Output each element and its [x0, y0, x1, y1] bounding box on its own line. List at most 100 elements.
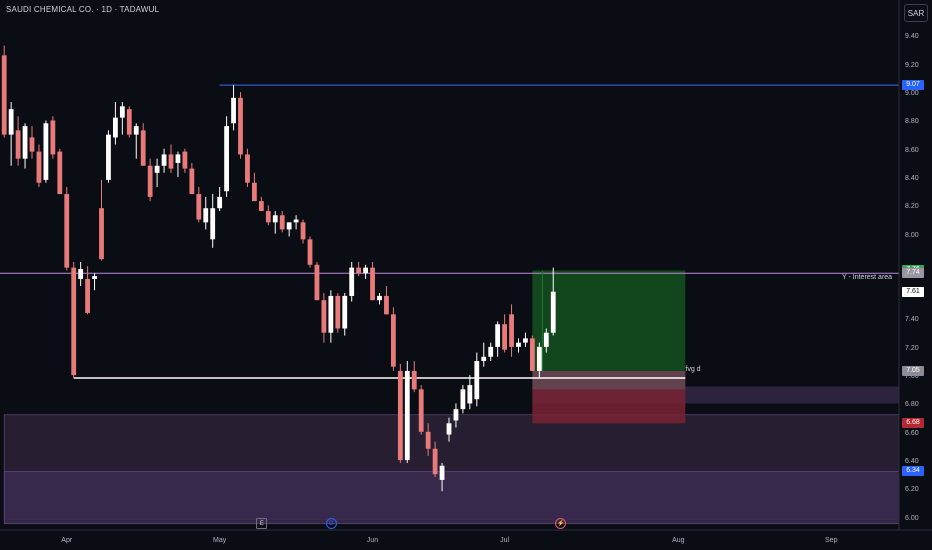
candle-body — [300, 222, 306, 240]
candle-body — [85, 278, 90, 313]
candle-body — [411, 370, 417, 390]
candle-body — [106, 134, 111, 180]
candle-body — [196, 194, 202, 220]
candle-body — [154, 165, 160, 173]
candle-body — [467, 385, 473, 404]
drawing-zones — [3, 270, 900, 525]
candle-body — [147, 165, 153, 197]
price-tick-label: 7.00 — [905, 373, 919, 380]
price-tick-label: 8.80 — [905, 118, 919, 126]
candle-body — [272, 215, 278, 223]
dividend-event-icon[interactable]: D — [325, 518, 337, 529]
candle-body — [8, 109, 14, 135]
price-tick-label: 6.80 — [905, 401, 919, 409]
price-tick-label: 6.00 — [905, 514, 919, 522]
candle-body — [509, 314, 514, 347]
price-tick-label: 6.60 — [905, 429, 919, 437]
candle-body — [126, 109, 132, 135]
candle-body — [245, 154, 250, 183]
symbol-title[interactable]: SAUDI CHEMICAL CO. · 1D · TADAWUL — [6, 5, 160, 14]
price-tick-label: 9.00 — [905, 90, 919, 97]
candle-body — [217, 196, 223, 209]
price-tick-label: 8.60 — [905, 146, 919, 154]
candle-body — [22, 126, 28, 159]
time-tick-label: Aug — [672, 537, 685, 544]
candle-body — [1, 55, 7, 135]
demand-zone-bottom — [3, 471, 900, 525]
candle-body — [370, 267, 375, 301]
candle-body — [530, 338, 535, 371]
fvg-zone — [532, 370, 686, 390]
candle-body — [488, 346, 494, 357]
candle-body — [418, 389, 424, 432]
candle-body — [536, 346, 542, 371]
candle-body — [168, 154, 174, 169]
candle-body — [119, 106, 125, 118]
candle-body — [439, 465, 445, 480]
time-tick-label: Sep — [825, 537, 838, 544]
earnings-event-icon[interactable]: E — [256, 518, 268, 529]
candle-body — [182, 151, 188, 169]
price-badge: 7.61 — [902, 286, 924, 297]
split-event-icon[interactable]: ⚡ — [555, 518, 567, 529]
candle-body — [50, 120, 56, 155]
candle-body — [404, 370, 410, 461]
price-badge: 7.74 — [902, 268, 924, 279]
candle-body — [363, 267, 368, 274]
candle-body — [342, 295, 348, 329]
candle-body — [328, 295, 334, 333]
candle-body — [43, 123, 49, 180]
candle-body — [453, 409, 459, 421]
candle-body — [356, 267, 362, 274]
price-tick-label: 8.00 — [905, 231, 919, 239]
candle-body — [15, 130, 21, 159]
time-tick-label: Jun — [366, 537, 379, 544]
candle-body — [210, 208, 216, 240]
candle-body — [64, 194, 70, 268]
candle-body — [286, 222, 292, 230]
candle-body — [425, 431, 431, 449]
candle-body — [550, 291, 556, 333]
candle-body — [189, 168, 195, 195]
currency-button[interactable]: SAR — [904, 4, 928, 22]
candle-body — [391, 314, 396, 367]
candle-body — [265, 211, 271, 223]
candle-body — [203, 208, 209, 223]
candle-body — [481, 356, 487, 362]
candle-body — [224, 126, 229, 192]
price-tick-label: 8.40 — [905, 174, 919, 182]
candle-body — [432, 448, 438, 475]
candle-body — [543, 332, 549, 347]
candle-body — [523, 338, 528, 343]
candle-body — [349, 267, 355, 296]
candle-body — [140, 130, 146, 166]
candle-body — [384, 295, 389, 315]
time-tick-label: May — [213, 537, 227, 544]
candle-body — [99, 208, 104, 260]
price-tick-label: 7.40 — [905, 316, 919, 324]
candle-body — [231, 97, 236, 124]
price-badge: 6.34 — [902, 466, 924, 477]
candle-body — [92, 276, 97, 279]
candle-body — [36, 151, 42, 183]
candle-body — [314, 264, 320, 301]
price-tick-label: 9.20 — [905, 61, 919, 69]
price-badge: 6.68 — [902, 418, 924, 429]
candle-body — [502, 324, 507, 350]
candle-body — [57, 151, 63, 195]
price-tick-label: 9.40 — [905, 33, 919, 41]
candle-body — [495, 324, 501, 347]
candle-body — [133, 126, 139, 135]
candle-body — [474, 361, 480, 400]
candle-body — [113, 117, 118, 138]
candle-body — [175, 154, 181, 163]
candle-body — [71, 267, 77, 376]
candle-body — [258, 201, 264, 212]
price-tick-label: 6.40 — [905, 457, 919, 465]
candle-body — [335, 295, 341, 329]
candle-body — [516, 342, 521, 347]
candle-body — [78, 269, 84, 279]
price-tick-label: 6.20 — [905, 486, 919, 494]
price-tick-label: 8.20 — [905, 203, 919, 211]
